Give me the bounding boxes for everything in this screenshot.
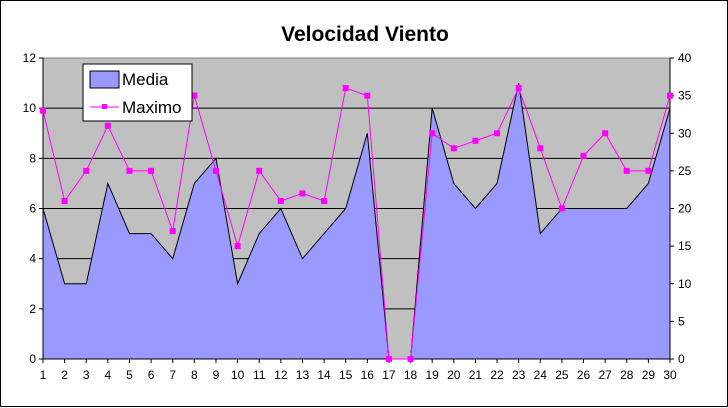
maximo-point	[126, 167, 133, 174]
maximo-point	[429, 130, 436, 137]
x-tick-label: 24	[534, 368, 548, 382]
media-area-layer	[42, 82, 671, 360]
y-right-tick-labels: 0 5 10 15 20 25 30 35 40	[678, 51, 692, 366]
x-tick-label: 2	[61, 368, 68, 382]
maximo-point	[342, 85, 349, 92]
x-tick-label: 19	[425, 368, 439, 382]
x-tick-label: 20	[447, 368, 461, 382]
y-right-tick-label: 5	[678, 314, 685, 328]
maximo-point	[104, 122, 111, 129]
y-left-tick-label: 4	[29, 252, 36, 266]
x-tick-label: 6	[148, 368, 155, 382]
maximo-point	[537, 145, 544, 152]
maximo-point	[234, 243, 241, 250]
x-tick-label: 17	[382, 368, 396, 382]
maximo-point	[256, 167, 263, 174]
maximo-point	[61, 197, 68, 204]
maximo-point	[450, 145, 457, 152]
x-tick-label: 25	[555, 368, 569, 382]
maximo-point	[407, 356, 414, 362]
y-right-tick-label: 0	[678, 352, 685, 366]
y-left-tick-labels: 0 2 4 6 8 10 12	[23, 51, 37, 366]
maximo-line-layer	[40, 85, 673, 362]
x-tick-label: 7	[169, 368, 176, 382]
maximo-point	[515, 85, 522, 92]
x-tick-label: 3	[83, 368, 90, 382]
x-tick-label: 30	[663, 368, 677, 382]
maximo-point	[212, 167, 219, 174]
maximo-point	[148, 167, 155, 174]
x-tick-label: 9	[213, 368, 220, 382]
x-tick-label: 23	[512, 368, 526, 382]
legend: Media Maximo	[82, 63, 193, 122]
y-right-tick-label: 40	[678, 51, 692, 65]
y-right-tick-label: 30	[678, 126, 692, 140]
maximo-point	[623, 167, 630, 174]
maximo-point	[191, 92, 198, 99]
y-left-tick-label: 2	[29, 302, 36, 316]
x-tick-labels: 1 2 3 4 5 6 7 8 9 10 11 12 13 14 15 16 17 18 19 20 21 22 23 24 2…	[40, 368, 677, 382]
maximo-point	[364, 92, 371, 99]
maximo-line	[42, 86, 671, 360]
y-right-tick-label: 25	[678, 164, 692, 178]
y-left-tick-label: 0	[29, 352, 36, 366]
y-left-tick-label: 10	[23, 101, 37, 115]
x-tick-label: 27	[598, 368, 612, 382]
x-tick-label: 22	[490, 368, 504, 382]
x-tick-label: 15	[339, 368, 353, 382]
x-tick-label: 28	[620, 368, 634, 382]
x-tick-label: 16	[361, 368, 375, 382]
legend-label-media: Media	[122, 70, 169, 89]
y-right-tick-label: 15	[678, 239, 692, 253]
maximo-point	[580, 152, 587, 159]
maximo-point	[83, 167, 90, 174]
maximo-point	[385, 356, 392, 362]
maximo-point	[472, 137, 479, 144]
x-tick-label: 11	[253, 368, 266, 382]
x-tick-label: 18	[404, 368, 418, 382]
maximo-point	[321, 197, 328, 204]
x-tick-label: 1	[40, 368, 47, 382]
x-tick-label: 5	[126, 368, 133, 382]
x-tick-label: 14	[317, 368, 331, 382]
x-tick-label: 12	[274, 368, 288, 382]
maximo-point	[602, 130, 609, 137]
y-left-tick-label: 8	[29, 151, 36, 165]
chart-title: Velocidad Viento	[281, 23, 449, 46]
maximo-point	[277, 197, 284, 204]
x-tick-label: 4	[105, 368, 112, 382]
maximo-point	[40, 107, 46, 114]
y-right-tick-label: 10	[678, 277, 692, 291]
x-tick-label: 13	[296, 368, 310, 382]
maximo-point	[645, 167, 652, 174]
x-tick-label: 29	[642, 368, 656, 382]
y-right-tick-label: 35	[678, 89, 692, 103]
legend-label-maximo: Maximo	[122, 98, 182, 117]
x-tick-label: 10	[231, 368, 245, 382]
x-tick-label: 26	[577, 368, 591, 382]
maximo-point	[667, 92, 673, 99]
legend-swatch-maximo-marker	[102, 104, 107, 109]
maximo-point	[299, 190, 306, 197]
legend-swatch-media	[89, 70, 120, 89]
maximo-point	[169, 228, 176, 235]
x-tick-label: 21	[469, 368, 483, 382]
y-right-tick-label: 20	[678, 202, 692, 216]
media-area-outline	[42, 82, 671, 360]
y-left-tick-label: 12	[23, 51, 37, 65]
x-tick-label: 8	[191, 368, 198, 382]
maximo-point	[494, 130, 501, 137]
maximo-point	[558, 205, 565, 212]
y-left-tick-label: 6	[29, 202, 36, 216]
media-area	[43, 83, 670, 359]
